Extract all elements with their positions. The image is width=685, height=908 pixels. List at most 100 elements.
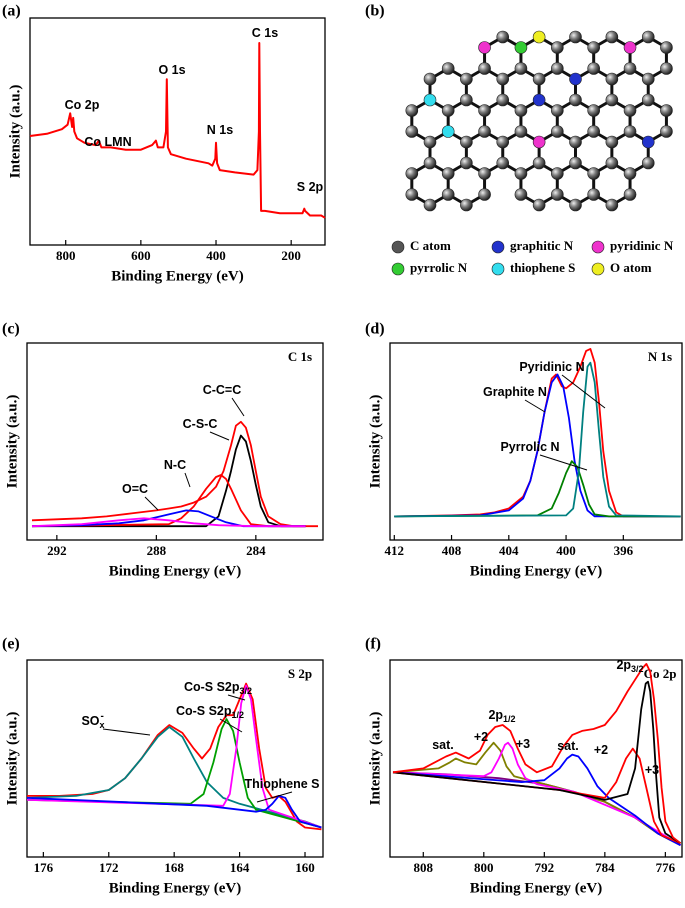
legend-swatch xyxy=(491,262,505,276)
annotation-sub: 1/2 xyxy=(232,710,245,720)
x-tick-label: 600 xyxy=(131,248,151,263)
x-tick-label: 396 xyxy=(614,543,634,558)
annotation: O 1s xyxy=(158,63,185,77)
plot-frame xyxy=(29,17,326,246)
atom xyxy=(660,62,673,75)
atom xyxy=(423,198,437,212)
x-axis-label: Binding Energy (eV) xyxy=(470,563,603,579)
atom xyxy=(641,156,655,170)
annotation-arrow xyxy=(184,472,191,488)
atom xyxy=(441,62,455,75)
annotation-text: N-C xyxy=(164,458,186,472)
legend-swatch xyxy=(591,240,605,254)
atom xyxy=(405,167,419,180)
atom xyxy=(441,125,455,138)
atom xyxy=(514,62,528,75)
x-tick-label: 284 xyxy=(246,543,266,558)
atom xyxy=(605,135,619,149)
panel: 808 800 792 784 776 Binding Energy (eV) Intens… xyxy=(365,636,683,896)
annotation: C-S-C xyxy=(183,417,218,431)
annotation: N 1s xyxy=(207,123,233,137)
annotation-arrow xyxy=(539,454,588,471)
spectrum-line xyxy=(26,684,322,829)
atom xyxy=(551,62,564,75)
plot-frame xyxy=(26,342,324,541)
atom xyxy=(605,198,619,212)
annotation-text: 2p xyxy=(616,658,631,672)
annotation: Co-S S2p1/2 xyxy=(176,704,244,720)
x-tick-label: 808 xyxy=(414,860,434,875)
spectrum-line xyxy=(26,718,322,829)
annotation-text: O 1s xyxy=(158,63,185,77)
annotation-text: C-S-C xyxy=(183,417,218,431)
y-axis-label: Intensity (a.u.) xyxy=(4,712,20,806)
atom xyxy=(605,156,619,170)
atom xyxy=(551,104,564,117)
annotation: Co-S S2p3/2 xyxy=(184,680,252,696)
atom xyxy=(551,167,564,180)
atom xyxy=(623,167,637,180)
atom xyxy=(405,125,419,138)
annotation: 2p1/2 xyxy=(488,708,515,724)
atom xyxy=(496,135,510,149)
legend-swatch xyxy=(591,262,605,276)
annotation-text: S 2p xyxy=(297,180,324,194)
annotation-text: +3 xyxy=(645,763,659,777)
annotation: S 2p xyxy=(297,180,324,194)
y-axis-label: Intensity (a.u.) xyxy=(7,85,23,179)
atom xyxy=(423,156,437,170)
atom xyxy=(623,125,637,138)
legend-swatch xyxy=(391,262,405,276)
spectrum-line xyxy=(392,741,681,846)
x-tick-label: 776 xyxy=(656,860,676,875)
panel-label: (c) xyxy=(2,321,20,338)
annotation: N-C xyxy=(164,458,186,472)
spectrum-line xyxy=(31,474,306,528)
annotation-arrow xyxy=(227,694,246,701)
atom xyxy=(641,93,655,107)
annotation-arrow xyxy=(231,397,245,417)
plot-frame xyxy=(26,659,324,858)
x-axis-label: Binding Energy (eV) xyxy=(111,268,244,284)
panel-label: (d) xyxy=(365,321,385,338)
atom xyxy=(569,72,582,86)
y-axis-label: Intensity (a.u.) xyxy=(367,395,383,489)
atom xyxy=(460,156,473,170)
x-tick-label: 404 xyxy=(499,543,519,558)
atom xyxy=(496,93,510,107)
annotation-text: sat. xyxy=(557,739,579,753)
spectrum-line xyxy=(31,509,306,528)
annotation-arrow xyxy=(144,496,159,511)
atom xyxy=(460,198,473,212)
x-tick-label: 784 xyxy=(595,860,615,875)
annotation: +2 xyxy=(594,743,608,757)
legend-label: pyrrolic N xyxy=(410,260,468,275)
atom xyxy=(587,167,600,180)
spectrum-line xyxy=(31,517,306,528)
annotation-text: Pyrrolic N xyxy=(500,440,559,454)
x-axis-label: Binding Energy (eV) xyxy=(470,880,603,896)
atom xyxy=(514,167,528,180)
annotation: Pyrrolic N xyxy=(500,440,559,454)
atom xyxy=(460,93,473,107)
atom xyxy=(441,104,455,117)
annotation-text: Co 2p xyxy=(65,98,100,112)
annotation-arrow xyxy=(102,728,151,736)
annotation: 2p3/2 xyxy=(616,658,643,674)
atom xyxy=(514,125,528,138)
annotation-text: O=C xyxy=(122,482,148,496)
chart-title: S 2p xyxy=(288,666,312,681)
atom xyxy=(532,72,546,86)
atom xyxy=(460,135,473,149)
annotation: sat. xyxy=(432,738,454,752)
x-tick-label: 288 xyxy=(147,543,167,558)
atom xyxy=(460,72,473,86)
annotation-sub: x xyxy=(100,720,105,730)
atom xyxy=(532,30,546,44)
spectrum-line xyxy=(392,741,681,846)
chart-title: C 1s xyxy=(288,349,312,364)
atom xyxy=(569,93,582,107)
atom xyxy=(478,167,491,180)
panel-label: (b) xyxy=(365,3,385,20)
